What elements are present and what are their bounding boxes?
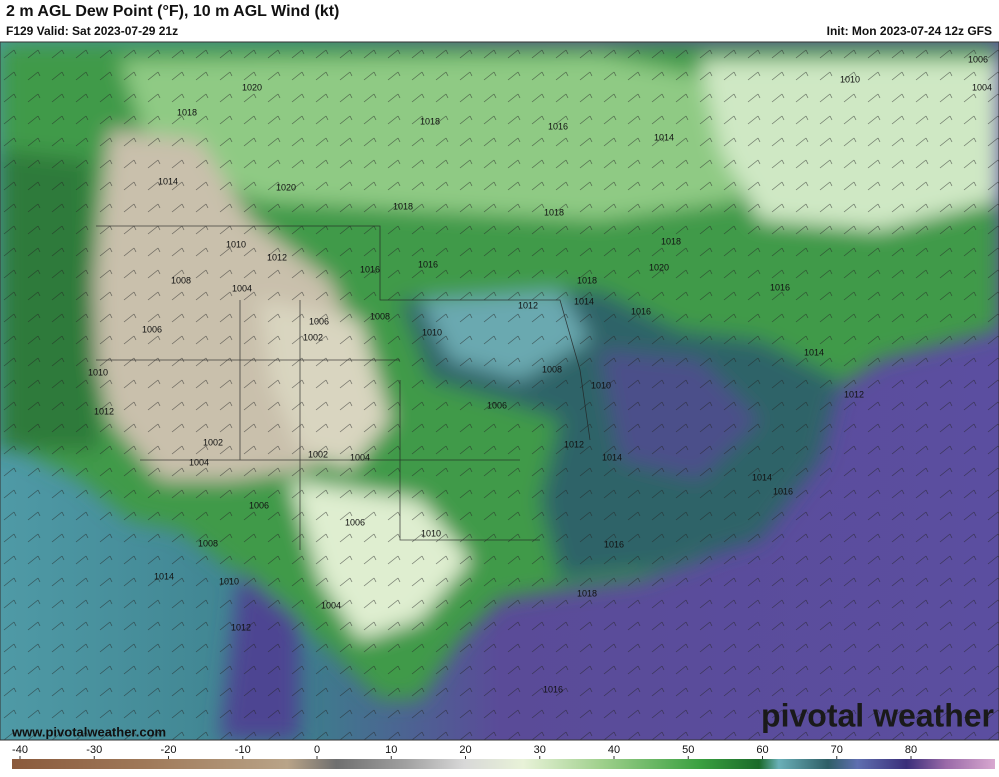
colorbar-tick-label: -20 (161, 744, 177, 756)
isobar-label: 1014 (154, 571, 174, 581)
valid-time: F129 Valid: Sat 2023-07-29 21z (6, 24, 178, 38)
isobar-label: 1020 (242, 82, 262, 92)
isobar-label: 1008 (171, 275, 191, 285)
isobar-label: 1018 (577, 588, 597, 598)
isobar-label: 1008 (542, 364, 562, 374)
isobar-label: 1008 (370, 311, 390, 321)
isobar-label: 1014 (602, 452, 622, 462)
isobar-label: 1020 (276, 182, 296, 192)
isobar-label: 1010 (226, 239, 246, 249)
isobar-label: 1018 (177, 107, 197, 117)
logo: pivotal weather (761, 697, 994, 733)
isobar-label: 1006 (487, 400, 507, 410)
isobar-label: 1018 (661, 236, 681, 246)
isobar-label: 1016 (770, 282, 790, 292)
isobar-label: 1006 (249, 500, 269, 510)
isobar-label: 1004 (232, 283, 252, 293)
isobar-label: 1004 (189, 457, 209, 467)
isobar-label: 1014 (804, 347, 824, 357)
colorbar-tick-label: 50 (682, 744, 694, 756)
isobar-label: 1010 (421, 528, 441, 538)
isobar-label: 1004 (321, 600, 341, 610)
isobar-label: 1012 (94, 406, 114, 416)
isobar-label: 1012 (231, 622, 251, 632)
isobar-label: 1016 (418, 259, 438, 269)
isobar-label: 1016 (548, 121, 568, 131)
isobar-label: 1004 (350, 452, 370, 462)
colorbar-tick-label: -10 (235, 744, 251, 756)
colorbar-tick-label: 10 (385, 744, 397, 756)
isobar-label: 1002 (303, 332, 323, 342)
isobar-label: 1010 (591, 380, 611, 390)
isobar-label: 1010 (422, 327, 442, 337)
isobar-label: 1002 (308, 449, 328, 459)
isobar-label: 1010 (88, 367, 108, 377)
isobar-label: 1014 (654, 132, 674, 142)
isobar-label: 1006 (968, 54, 988, 64)
colorbar-tick-label: -30 (86, 744, 102, 756)
colorbar-tick-label: 30 (534, 744, 546, 756)
title: 2 m AGL Dew Point (°F), 10 m AGL Wind (k… (6, 3, 339, 20)
isobar-label: 1016 (773, 486, 793, 496)
isobar-label: 1006 (309, 316, 329, 326)
colorbar-ticks: -40 -30 -20 -10 0 10 20 30 40 50 60 70 80 (12, 744, 917, 759)
isobar-label: 1010 (219, 576, 239, 586)
isobar-label: 1012 (844, 389, 864, 399)
isobar-label: 1010 (840, 74, 860, 84)
colorbar-tick-label: -40 (12, 744, 28, 756)
isobar-label: 1016 (543, 684, 563, 694)
colorbar-tick-label: 0 (314, 744, 320, 756)
isobar-label: 1008 (198, 538, 218, 548)
colorbar (12, 759, 995, 769)
isobar-label: 1016 (631, 306, 651, 316)
colorbar-tick-label: 20 (459, 744, 471, 756)
isobar-label: 1012 (564, 439, 584, 449)
isobar-label: 1014 (752, 472, 772, 482)
isobar-label: 1018 (420, 116, 440, 126)
isobar-label: 1006 (142, 324, 162, 334)
isobar-label: 1004 (972, 82, 992, 92)
isobar-label: 1016 (360, 264, 380, 274)
website: www.pivotalweather.com (11, 724, 166, 739)
isobar-label: 1018 (393, 201, 413, 211)
isobar-label: 1018 (577, 275, 597, 285)
colorbar-tick-label: 40 (608, 744, 620, 756)
isobar-label: 1012 (518, 300, 538, 310)
colorbar-tick-label: 60 (756, 744, 768, 756)
isobar-label: 1016 (604, 539, 624, 549)
isobar-label: 1014 (158, 176, 178, 186)
isobar-label: 1012 (267, 252, 287, 262)
isobar-label: 1006 (345, 517, 365, 527)
isobar-label: 1014 (574, 296, 594, 306)
colorbar-tick-label: 70 (831, 744, 843, 756)
isobar-label: 1020 (649, 262, 669, 272)
isobar-label: 1002 (203, 437, 223, 447)
colorbar-tick-label: 80 (905, 744, 917, 756)
init-time: Init: Mon 2023-07-24 12z GFS (827, 24, 992, 38)
isobar-label: 1018 (544, 207, 564, 217)
